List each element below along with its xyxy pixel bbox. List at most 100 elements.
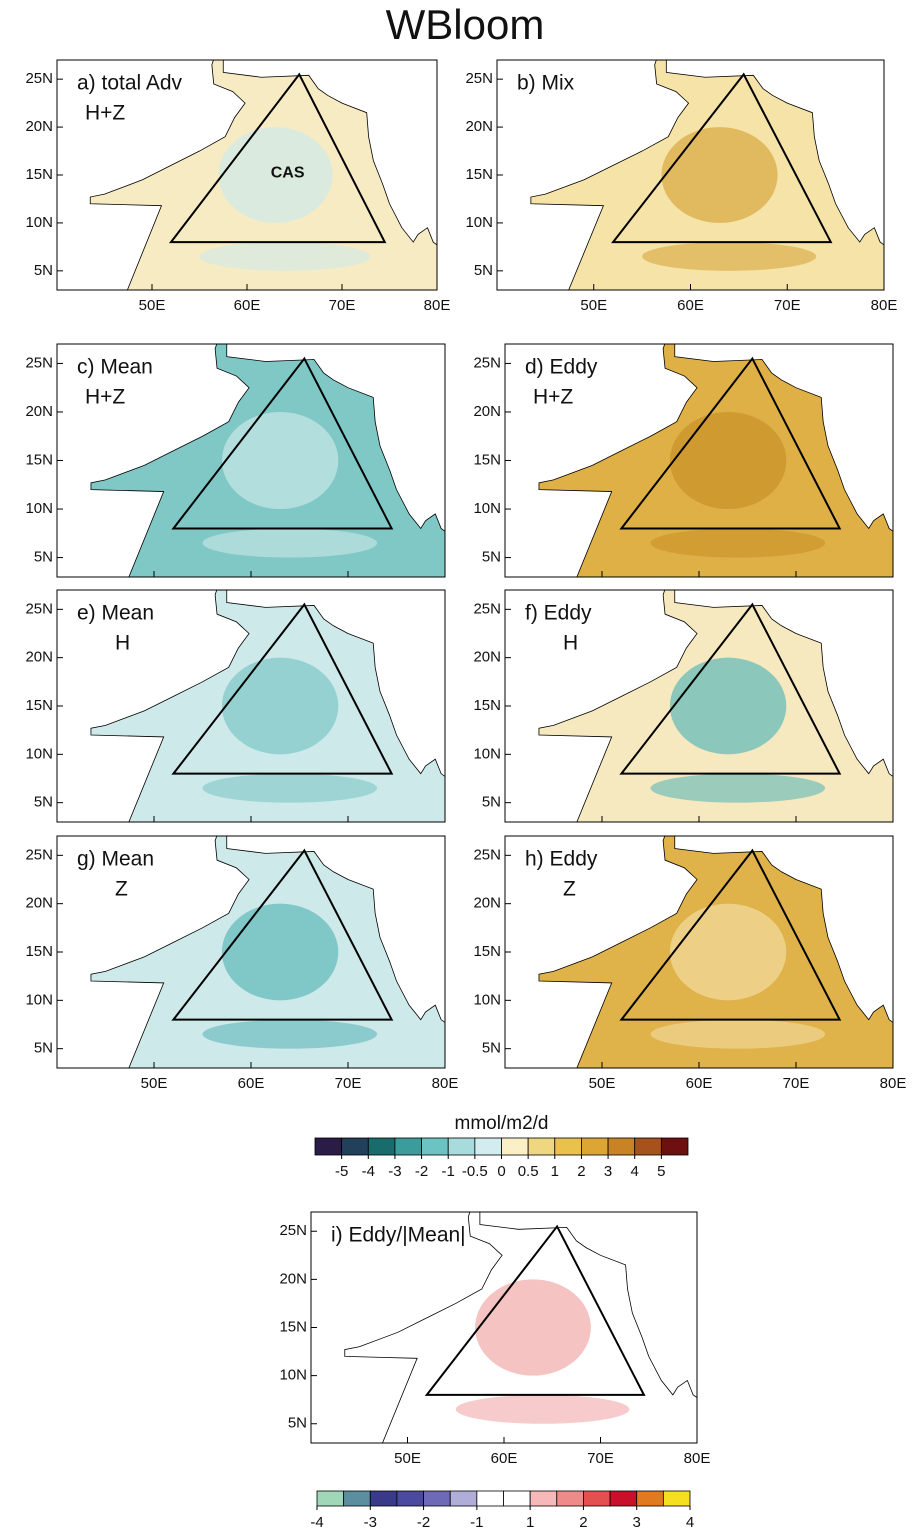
colorbar-tick-label: 3 [604,1163,612,1180]
region-outline [168,72,387,244]
field-pattern [650,773,826,803]
map-area [505,836,893,1068]
y-tick-label: 20N [25,403,53,420]
x-tick-label: 70E [587,1450,614,1467]
colorbar-units: mmol/m2/d [455,1113,549,1134]
colorbar-swatch [367,1137,396,1156]
panel-label: H+Z [85,386,125,409]
panel-label: f) Eddy [525,602,592,625]
colorbar-swatch [636,1490,664,1507]
colorbar-swatch [447,1137,476,1156]
region-outline [619,602,842,775]
panel-label: H [115,632,130,655]
y-tick-label: 25N [25,846,53,863]
map-panel: 5N 10N 15N 20N 25N c) Mean H+Z [25,343,446,578]
y-tick-label: 15N [465,166,493,183]
y-tick-label: 15N [25,697,53,714]
y-tick-label: 5N [34,262,53,279]
panel-label: Z [563,878,576,901]
colorbar-tick-label: -4 [310,1514,323,1531]
y-tick-label: 25N [465,70,493,87]
x-tick-label: 80E [871,297,898,314]
field-pattern [221,657,339,755]
colorbar-tick-label: -1 [470,1514,483,1531]
colorbar-swatch [423,1490,451,1507]
field-pattern [669,411,787,510]
panel-label: Z [115,878,128,901]
colorbar-swatch [314,1137,343,1156]
panel-label: c) Mean [77,356,153,379]
map-panel: 5N 10N 15N 20N 25N 50E 60E 70E 80E a) total Adv H+… [25,59,451,314]
panel-label: a) total Adv [77,72,183,95]
region-outline [619,848,842,1021]
field-pattern [218,127,333,223]
y-tick-label: 25N [473,600,501,617]
field-pattern [221,903,339,1001]
colorbar: -4 -3 -2 -1 1 2 3 4 [310,1490,694,1531]
y-tick-label: 25N [473,846,501,863]
x-tick-label: 60E [234,297,261,314]
map-panel: 5N 10N 15N 20N 25N 50E 60E 70E 80E i) Eddy/|Mean| [279,1211,711,1467]
x-tick-label: 60E [686,1075,713,1092]
x-tick-label: 80E [684,1450,711,1467]
map-area [57,344,445,577]
figure-title: WBloom [386,1,545,48]
y-tick-label: 10N [25,500,53,517]
y-tick-label: 20N [279,1270,307,1287]
colorbar-tick-label: -2 [415,1163,428,1180]
x-tick-label: 80E [424,297,451,314]
colorbar-tick-label: -4 [362,1163,375,1180]
y-tick-label: 25N [25,354,53,371]
map-area [311,1212,697,1443]
colorbar-swatch [583,1490,611,1507]
colorbar-swatch [394,1137,422,1156]
y-tick-label: 20N [465,118,493,135]
colorbar-tick-label: 2 [577,1163,585,1180]
y-tick-label: 10N [473,500,501,517]
colorbar-swatch [607,1137,636,1156]
map-area [505,590,893,822]
colorbar-swatch [316,1490,345,1507]
colorbar-swatch [662,1490,691,1507]
x-tick-label: 70E [783,1075,810,1092]
y-tick-label: 25N [279,1222,307,1239]
colorbar-swatch [581,1137,609,1156]
panel-label: H+Z [533,386,573,409]
region-label: CAS [271,164,305,181]
region-outline [171,602,394,775]
colorbar-tick-label: -1 [442,1163,455,1180]
colorbar-swatch [634,1137,662,1156]
field-pattern [661,127,778,223]
map-area [497,60,884,290]
y-tick-label: 10N [465,214,493,231]
colorbar-tick-label: 1 [551,1163,559,1180]
field-pattern [199,242,371,271]
y-tick-label: 5N [34,1040,53,1057]
y-tick-label: 20N [25,649,53,666]
y-tick-label: 15N [279,1318,307,1335]
field-pattern [669,903,787,1001]
map-panel: 5N 10N 15N 20N 25N f) Eddy H [473,589,894,823]
y-tick-label: 15N [25,943,53,960]
colorbar-swatch [476,1490,504,1507]
map-panel: 5N 10N 15N 20N 25N d) Eddy H+Z [473,343,894,578]
x-tick-label: 60E [677,297,704,314]
y-tick-label: 5N [34,549,53,566]
colorbar: mmol/m2/d -5 -4 -3 -2 -1 -0.5 0 0.5 1 2 3 4 5 [314,1113,689,1180]
colorbar-tick-label: 4 [631,1163,639,1180]
x-tick-label: 50E [580,297,607,314]
colorbar-swatch [609,1490,638,1507]
map-area [57,590,445,822]
colorbar-tick-label: 0.5 [518,1163,539,1180]
x-tick-label: 50E [589,1075,616,1092]
colorbar-swatch [529,1490,558,1507]
colorbar-swatch [474,1137,502,1156]
panel-label: H+Z [85,102,125,125]
panel-label: h) Eddy [525,848,598,871]
colorbar-tick-label: 5 [657,1163,665,1180]
colorbar-swatch [527,1137,556,1156]
y-tick-label: 20N [25,895,53,912]
region-outline [611,72,833,244]
